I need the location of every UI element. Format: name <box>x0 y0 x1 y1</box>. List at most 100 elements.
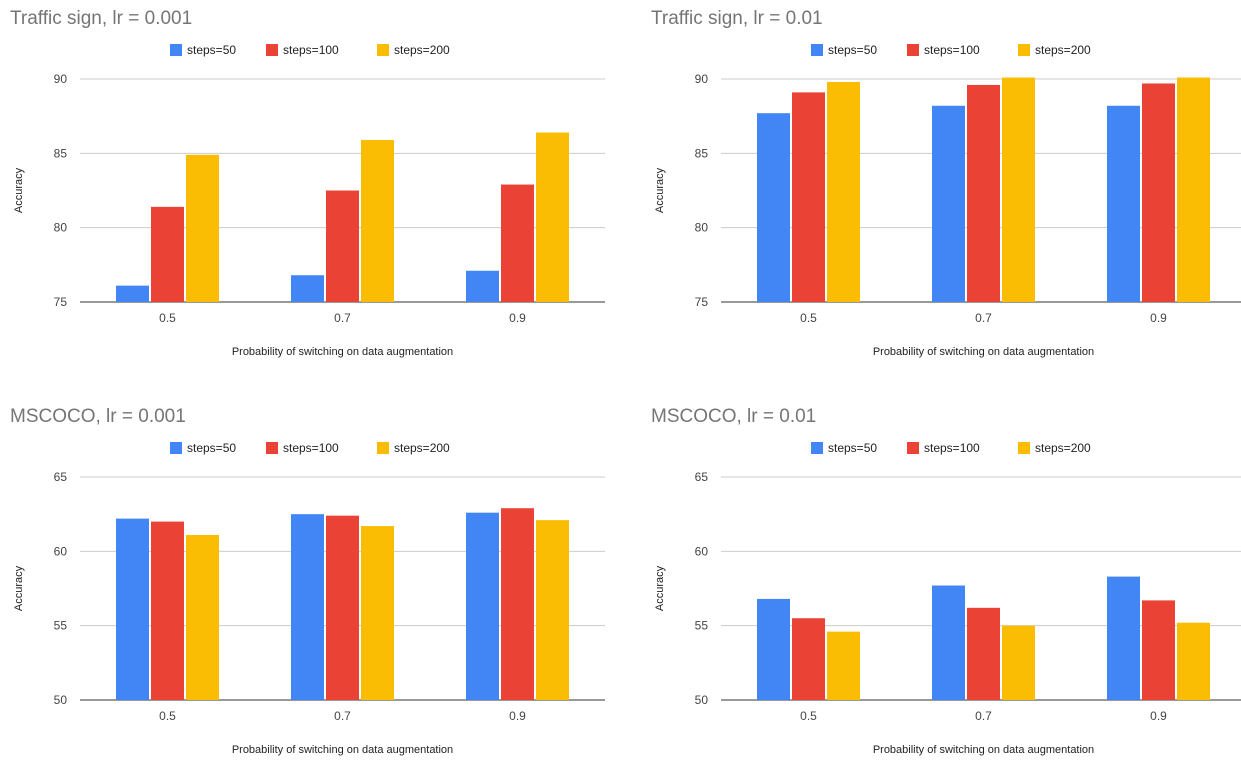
bar-steps-200-0.9 <box>536 132 569 302</box>
chart-traffic-sign-lr-0.001: Traffic sign, lr = 0.001 steps=50 steps=10… <box>0 0 620 376</box>
y-tick-label: 65 <box>54 470 68 484</box>
legend-label: steps=50 <box>187 43 236 57</box>
bar-steps-200-0.7 <box>361 526 394 700</box>
bar-steps-200-0.9 <box>536 520 569 700</box>
y-tick-label: 60 <box>695 544 709 558</box>
bar-steps-50-0.9 <box>466 512 499 700</box>
legend-swatch <box>266 44 278 56</box>
legend-swatch <box>377 44 389 56</box>
bar-steps-50-0.7 <box>932 105 965 302</box>
chart-mscoco-lr-0.001: MSCOCO, lr = 0.001 steps=50 steps=100 steps… <box>0 398 620 774</box>
legend-label: steps=200 <box>394 441 450 455</box>
legend-label: steps=100 <box>924 441 980 455</box>
x-tick-label: 0.9 <box>1150 311 1167 325</box>
chart-svg: Traffic sign, lr = 0.001 steps=50 steps=10… <box>10 8 605 358</box>
y-tick-label: 50 <box>54 693 68 707</box>
legend-swatch <box>811 44 823 56</box>
y-tick-label: 80 <box>54 221 68 235</box>
x-axis-label: Probability of switching on data augment… <box>232 744 453 756</box>
legend-swatch <box>170 44 182 56</box>
bar-steps-200-0.7 <box>1002 77 1035 302</box>
legend-label: steps=50 <box>828 43 877 57</box>
legend-label: steps=50 <box>828 441 877 455</box>
legend-swatch <box>1018 442 1030 454</box>
x-tick-label: 0.7 <box>975 311 992 325</box>
legend-label: steps=100 <box>924 43 980 57</box>
bar-steps-50-0.9 <box>1107 576 1140 700</box>
y-tick-label: 60 <box>54 544 68 558</box>
legend-swatch <box>1018 44 1030 56</box>
bar-steps-200-0.9 <box>1177 622 1210 700</box>
bar-steps-50-0.5 <box>116 518 149 700</box>
bar-steps-50-0.7 <box>291 275 324 302</box>
bar-steps-100-0.5 <box>792 92 825 302</box>
x-tick-label: 0.5 <box>800 311 817 325</box>
bar-steps-200-0.5 <box>827 81 860 303</box>
bar-steps-100-0.5 <box>151 521 184 700</box>
bar-steps-200-0.5 <box>186 534 219 700</box>
bar-steps-100-0.7 <box>326 190 359 302</box>
chart-svg: Traffic sign, lr = 0.01 steps=50 steps=100… <box>651 8 1241 358</box>
bar-steps-50-0.9 <box>466 270 499 302</box>
x-axis-label: Probability of switching on data augment… <box>873 744 1094 756</box>
bar-steps-100-0.9 <box>501 508 534 700</box>
x-tick-label: 0.7 <box>334 709 351 723</box>
bar-steps-100-0.5 <box>151 206 184 302</box>
y-tick-label: 90 <box>695 72 709 86</box>
y-tick-label: 85 <box>54 146 68 160</box>
bar-steps-200-0.7 <box>1002 625 1035 700</box>
chart-mscoco-lr-0.01: MSCOCO, lr = 0.01 steps=50 steps=100 steps=… <box>641 398 1241 774</box>
y-tick-label: 80 <box>695 221 709 235</box>
y-tick-label: 50 <box>695 693 709 707</box>
x-axis-label: Probability of switching on data augment… <box>232 346 453 358</box>
x-tick-label: 0.5 <box>159 709 176 723</box>
legend-label: steps=100 <box>283 441 339 455</box>
legend-swatch <box>907 442 919 454</box>
legend-swatch <box>907 44 919 56</box>
x-tick-label: 0.7 <box>334 311 351 325</box>
legend-swatch <box>170 442 182 454</box>
bar-steps-200-0.5 <box>827 631 860 700</box>
bar-steps-50-0.7 <box>291 514 324 700</box>
y-tick-label: 90 <box>54 72 68 86</box>
bar-steps-100-0.9 <box>501 184 534 302</box>
x-tick-label: 0.5 <box>800 709 817 723</box>
bar-steps-100-0.5 <box>792 618 825 700</box>
chart-traffic-sign-lr-0.01: Traffic sign, lr = 0.01 steps=50 steps=100… <box>641 0 1241 376</box>
legend-label: steps=100 <box>283 43 339 57</box>
x-tick-label: 0.9 <box>509 311 526 325</box>
bar-steps-100-0.9 <box>1142 83 1175 303</box>
x-axis-label: Probability of switching on data augment… <box>873 346 1094 358</box>
chart-title: MSCOCO, lr = 0.01 <box>651 406 816 427</box>
bar-steps-50-0.5 <box>116 285 149 302</box>
x-tick-label: 0.5 <box>159 311 176 325</box>
bar-steps-100-0.7 <box>967 84 1000 303</box>
chart-title: Traffic sign, lr = 0.001 <box>10 8 192 29</box>
bar-steps-50-0.5 <box>757 598 790 700</box>
chart-title: Traffic sign, lr = 0.01 <box>651 8 823 29</box>
legend-swatch <box>266 442 278 454</box>
legend-label: steps=200 <box>394 43 450 57</box>
bar-steps-200-0.7 <box>361 139 394 302</box>
legend-label: steps=200 <box>1035 441 1091 455</box>
bar-steps-200-0.9 <box>1177 77 1210 302</box>
y-tick-label: 55 <box>695 619 709 633</box>
chart-title: MSCOCO, lr = 0.001 <box>10 406 186 427</box>
y-tick-label: 75 <box>695 295 709 309</box>
y-axis-label: Accuracy <box>654 167 666 213</box>
y-axis-label: Accuracy <box>13 565 25 611</box>
legend-label: steps=200 <box>1035 43 1091 57</box>
x-tick-label: 0.9 <box>1150 709 1167 723</box>
x-tick-label: 0.7 <box>975 709 992 723</box>
bar-steps-50-0.9 <box>1107 105 1140 302</box>
chart-svg: MSCOCO, lr = 0.01 steps=50 steps=100 steps=… <box>651 406 1241 756</box>
bar-steps-100-0.7 <box>967 607 1000 700</box>
bar-steps-100-0.9 <box>1142 600 1175 700</box>
bar-steps-50-0.5 <box>757 113 790 303</box>
bar-steps-200-0.5 <box>186 154 219 302</box>
bar-steps-50-0.7 <box>932 585 965 700</box>
legend-label: steps=50 <box>187 441 236 455</box>
x-tick-label: 0.9 <box>509 709 526 723</box>
legend-swatch <box>377 442 389 454</box>
